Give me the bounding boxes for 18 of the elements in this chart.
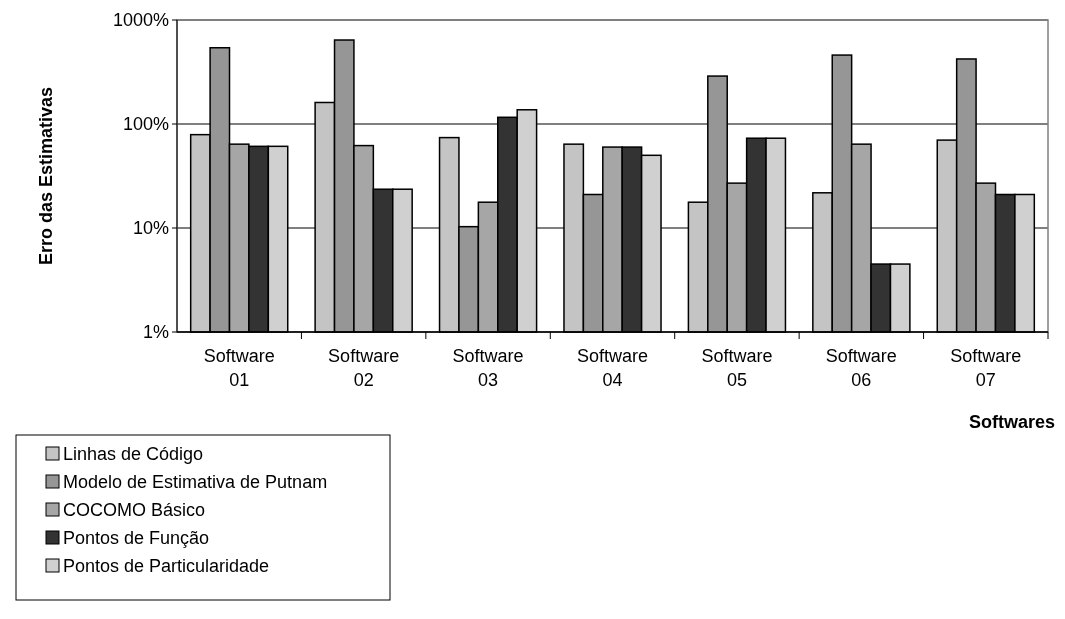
y-tick-label: 100% [122,114,169,135]
legend-label: COCOMO Básico [63,500,206,521]
x-tick-label: Software 02 [328,346,400,390]
legend-label: Pontos de Função [63,528,210,549]
x-tick-label: Software 03 [452,346,524,390]
x-tick-label: Software 06 [825,346,897,390]
y-axis-title: Erro das Estimativas [36,86,56,266]
y-tick-label: 10% [132,218,169,239]
legend-label: Pontos de Particularidade [63,556,270,577]
x-tick-label: Software 07 [950,346,1022,390]
legend-label: Linhas de Código [63,444,204,465]
legend-label: Modelo de Estimativa de Putnam [63,472,328,493]
y-tick-label: 1000% [112,10,169,31]
y-tick-label: 1% [142,322,169,343]
x-axis-title: Softwares [968,412,1055,432]
x-tick-label: Software 04 [576,346,649,390]
x-tick-label: Software 01 [203,346,275,390]
x-tick-label: Software 05 [701,346,773,390]
